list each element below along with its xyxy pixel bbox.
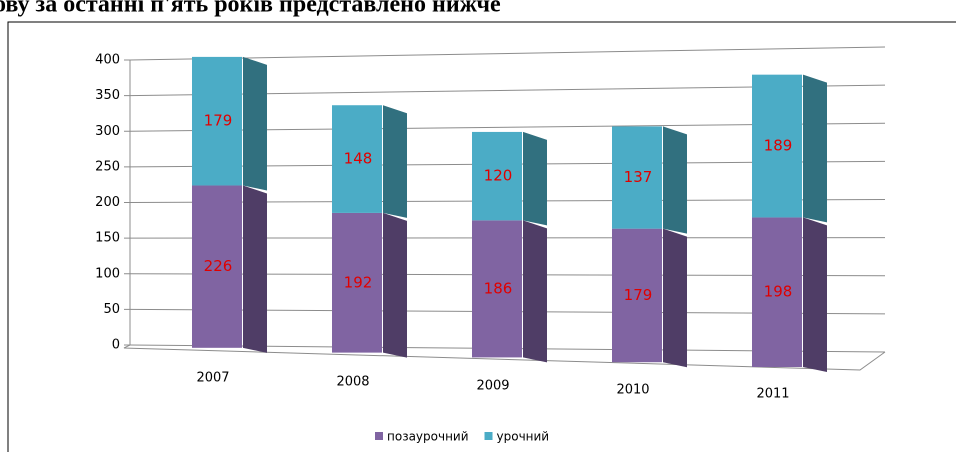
data-label: 120 — [484, 167, 513, 185]
legend-swatch — [484, 432, 493, 440]
data-label: 148 — [344, 150, 373, 168]
bar — [752, 74, 802, 218]
bar — [192, 56, 242, 186]
data-label: 179 — [624, 286, 653, 304]
frame — [7, 21, 956, 452]
bar-side — [243, 185, 267, 353]
data-label: 137 — [624, 168, 653, 186]
legend-swatch — [375, 432, 383, 440]
data-label: 179 — [204, 112, 233, 130]
legend-label: урочний — [497, 430, 550, 444]
data-label: 186 — [484, 279, 513, 297]
bar — [612, 228, 662, 363]
data-label: 226 — [204, 257, 233, 275]
y-tick-label: 400 — [95, 53, 120, 68]
bar-side — [803, 217, 827, 373]
y-tick-label: 350 — [95, 88, 120, 103]
bar — [752, 217, 802, 368]
grid-line — [129, 46, 886, 61]
y-tick-label: 200 — [95, 195, 120, 210]
x-tick-label: 2010 — [616, 383, 649, 398]
x-tick-label: 2011 — [756, 387, 789, 402]
y-tick-label: 0 — [112, 338, 120, 353]
data-label: 198 — [764, 283, 793, 301]
bar — [332, 212, 382, 353]
bar-side — [663, 228, 687, 368]
y-tick-label: 250 — [95, 159, 120, 174]
heading: ову за останні п'ять років представлено … — [0, 0, 501, 18]
y-tick-label: 150 — [95, 231, 120, 246]
bar — [332, 105, 382, 213]
x-tick-label: 2009 — [476, 379, 509, 394]
bar-side — [383, 212, 407, 358]
legend-label: позаурочний — [387, 430, 469, 444]
bar-side — [523, 131, 547, 226]
data-label: 189 — [764, 137, 793, 155]
bar-side — [523, 220, 547, 363]
data-label: 192 — [344, 273, 373, 291]
bar-side — [383, 105, 407, 218]
x-tick-label: 2008 — [336, 375, 369, 390]
bar — [472, 131, 522, 221]
bar-side — [663, 126, 687, 234]
bar-side — [803, 74, 827, 223]
y-tick-label: 300 — [95, 124, 120, 139]
bar-side — [243, 56, 267, 191]
bar — [472, 220, 522, 358]
bar — [192, 185, 242, 348]
floor — [123, 344, 886, 371]
x-tick-label: 2007 — [196, 371, 229, 386]
y-tick-label: 50 — [103, 302, 120, 317]
bar — [612, 126, 662, 229]
y-tick-label: 100 — [95, 266, 120, 281]
